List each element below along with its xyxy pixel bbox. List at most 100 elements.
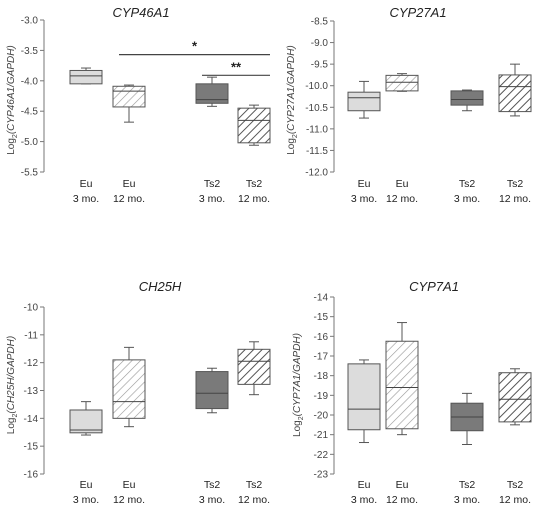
y-tick-label: -10 xyxy=(24,303,39,314)
box-iqr xyxy=(195,371,229,410)
y-tick-label: -19 xyxy=(314,391,329,402)
y-axis-label: Log2(CYP7A1/GAPDH) xyxy=(292,333,305,437)
category-label: Ts2 xyxy=(507,479,524,491)
y-tick-label: -11.5 xyxy=(306,146,328,157)
y-tick-label: -9.5 xyxy=(311,60,329,71)
plot-area: -3.0-3.5-4.0-4.5-5.0-5.5*** xyxy=(21,16,271,179)
significance-label: * xyxy=(192,39,198,54)
y-tick-label: -12.0 xyxy=(305,168,328,179)
box-0 xyxy=(347,359,381,444)
category-sublabel: 3 mo. xyxy=(73,193,99,205)
box-2 xyxy=(195,76,229,107)
category-sublabel: 12 mo. xyxy=(386,193,418,205)
significance-label: ** xyxy=(231,59,242,74)
y-tick-label: -14 xyxy=(24,414,39,425)
category-labels: Eu 3 mo. Eu 12 mo. Ts2 3 mo. Ts2 12 mo. xyxy=(73,178,270,205)
y-tick-label: -17 xyxy=(314,352,329,363)
panel-cyp7a1: CYP7A1 Log2(CYP7A1/GAPDH) -14-15-16-17-1… xyxy=(292,279,532,506)
y-tick-label: -11 xyxy=(24,330,38,341)
category-sublabel: 3 mo. xyxy=(199,494,225,506)
category-sublabel: 3 mo. xyxy=(454,193,480,205)
category-labels: Eu 3 mo. Eu 12 mo. Ts2 3 mo. Ts2 12 mo. xyxy=(351,479,531,506)
box-3 xyxy=(498,63,532,117)
panel-title: CYP27A1 xyxy=(389,5,446,20)
category-sublabel: 12 mo. xyxy=(386,494,418,506)
category-sublabel: 3 mo. xyxy=(199,193,225,205)
box-iqr xyxy=(385,74,419,92)
y-axis-label: Log2(CYP27A1/GAPDH) xyxy=(286,45,299,155)
category-label: Eu xyxy=(123,479,136,491)
category-label: Ts2 xyxy=(246,178,263,190)
box-3 xyxy=(237,341,271,396)
y-tick-label: -5.0 xyxy=(21,137,39,148)
y-tick-label: -15 xyxy=(24,442,39,453)
y-tick-label: -4.5 xyxy=(21,107,39,118)
panel-cyp27a1: CYP27A1 Log2(CYP27A1/GAPDH) -8.5 -9.0 -9.5… xyxy=(286,5,532,205)
category-sublabel: 12 mo. xyxy=(113,193,145,205)
y-tick-label: -14 xyxy=(314,293,329,304)
box-0 xyxy=(69,67,103,85)
category-sublabel: 12 mo. xyxy=(499,494,531,506)
box-2 xyxy=(450,89,484,112)
y-tick-label: -11.0 xyxy=(306,124,328,135)
box-iqr xyxy=(385,340,419,430)
y-tick-label: -9.0 xyxy=(311,38,329,49)
y-tick-label: -18 xyxy=(314,371,329,382)
box-1 xyxy=(112,84,146,123)
y-tick-label: -10.0 xyxy=(305,81,328,92)
box-iqr xyxy=(450,90,484,106)
y-tick-label: -23 xyxy=(314,470,329,481)
box-1 xyxy=(385,322,419,436)
y-tick-label: -22 xyxy=(314,450,329,461)
category-label: Eu xyxy=(123,178,136,190)
box-iqr xyxy=(112,85,146,108)
y-tick-label: -8.5 xyxy=(311,17,329,28)
category-sublabel: 12 mo. xyxy=(499,193,531,205)
y-tick-label: -5.5 xyxy=(21,168,39,179)
plot-area: -10 -11 -12 -13 -14 -15 -16 xyxy=(24,303,271,481)
box-2 xyxy=(450,392,484,445)
box-iqr xyxy=(498,74,532,113)
panel-ch25h: CH25H Log2(CH25H/GAPDH) -10-11-12-13-14-… xyxy=(6,279,271,506)
box-iqr xyxy=(112,359,146,419)
category-label: Eu xyxy=(396,479,409,491)
y-tick-label: -20 xyxy=(314,411,329,422)
category-label: Ts2 xyxy=(246,479,263,491)
category-label: Eu xyxy=(80,178,93,190)
box-2 xyxy=(195,367,229,414)
category-label: Eu xyxy=(396,178,409,190)
y-tick-label: -3.0 xyxy=(21,16,39,27)
category-labels: Eu 3 mo. Eu 12 mo. Ts2 3 mo. Ts2 12 mo. xyxy=(351,178,531,205)
box-iqr xyxy=(69,409,103,434)
category-label: Ts2 xyxy=(459,178,476,190)
y-tick-label: -13 xyxy=(24,386,39,397)
y-tick-label: -12 xyxy=(24,358,39,369)
category-label: Eu xyxy=(80,479,93,491)
category-label: Ts2 xyxy=(507,178,524,190)
box-0 xyxy=(347,80,381,119)
category-sublabel: 3 mo. xyxy=(351,193,377,205)
plot-area: -14 -15 -16 -17 -18 -19 -20 -21 -22 -23 xyxy=(314,293,532,481)
category-label: Ts2 xyxy=(204,178,221,190)
box-iqr xyxy=(195,83,229,104)
category-label: Ts2 xyxy=(204,479,221,491)
box-iqr xyxy=(237,348,271,385)
category-label: Eu xyxy=(358,479,371,491)
y-tick-label: -21 xyxy=(314,430,329,441)
panel-title: CYP46A1 xyxy=(112,5,169,20)
y-tick-label: -3.5 xyxy=(21,46,39,57)
y-axis-label: Log2(CYP46A1/GAPDH) xyxy=(6,45,19,155)
category-sublabel: 3 mo. xyxy=(73,494,99,506)
category-labels: Eu 3 mo. Eu 12 mo. Ts2 3 mo. Ts2 12 mo. xyxy=(73,479,270,506)
box-iqr xyxy=(347,363,381,431)
panel-cyp46a1: CYP46A1 Log2(CYP46A1/GAPDH) -3.0 -3.5 -4.0… xyxy=(6,5,271,205)
category-sublabel: 3 mo. xyxy=(454,494,480,506)
box-0 xyxy=(69,401,103,436)
y-tick-label: -16 xyxy=(314,332,329,343)
panel-title: CH25H xyxy=(139,279,182,294)
box-iqr xyxy=(347,91,381,112)
category-sublabel: 12 mo. xyxy=(238,193,270,205)
box-iqr xyxy=(498,372,532,423)
category-label: Ts2 xyxy=(459,479,476,491)
